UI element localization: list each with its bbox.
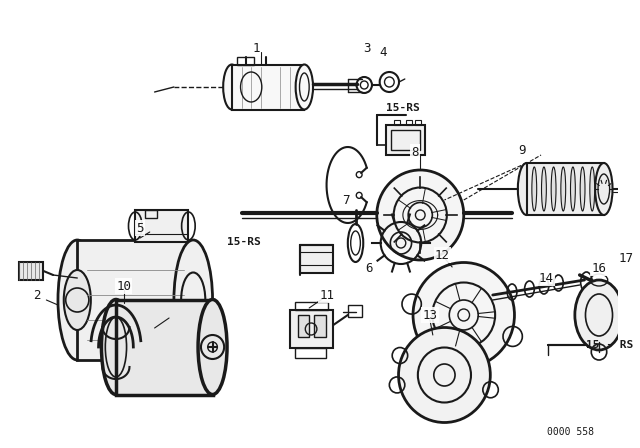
Text: 2: 2: [33, 289, 40, 302]
Ellipse shape: [174, 240, 212, 360]
Bar: [237, 57, 254, 65]
Bar: [77, 240, 193, 360]
Text: 15-RS: 15-RS: [227, 237, 260, 247]
Bar: [116, 355, 169, 373]
Text: 3: 3: [364, 42, 371, 55]
Bar: [391, 130, 420, 150]
Ellipse shape: [561, 167, 566, 211]
Ellipse shape: [296, 65, 313, 109]
Bar: [314, 315, 326, 337]
Text: 14: 14: [538, 271, 554, 284]
Ellipse shape: [518, 163, 535, 215]
Text: 8: 8: [412, 146, 419, 159]
Bar: [527, 163, 604, 215]
Ellipse shape: [590, 167, 595, 211]
Text: 13: 13: [422, 309, 437, 322]
Bar: [406, 120, 412, 125]
Bar: [145, 210, 157, 218]
Text: 5: 5: [136, 221, 144, 234]
Bar: [135, 210, 188, 242]
Text: 15 - RS: 15 - RS: [586, 340, 634, 350]
Text: 12: 12: [435, 249, 450, 262]
Ellipse shape: [580, 167, 585, 211]
Ellipse shape: [595, 163, 612, 215]
Text: 6: 6: [365, 262, 373, 275]
Ellipse shape: [551, 167, 556, 211]
Bar: [19, 262, 44, 280]
Text: 9: 9: [518, 143, 525, 156]
Ellipse shape: [575, 280, 623, 350]
Text: 0000 558: 0000 558: [547, 427, 593, 437]
Ellipse shape: [541, 167, 547, 211]
Text: 16: 16: [591, 262, 607, 275]
Text: 17: 17: [618, 251, 634, 264]
Ellipse shape: [102, 300, 131, 395]
Ellipse shape: [223, 65, 241, 109]
Text: 15-RS: 15-RS: [387, 103, 420, 113]
Ellipse shape: [64, 270, 91, 330]
Bar: [348, 305, 362, 317]
Bar: [298, 315, 309, 337]
Text: 10: 10: [116, 280, 131, 293]
Text: 1: 1: [252, 42, 260, 55]
Ellipse shape: [198, 300, 227, 395]
Text: 7: 7: [342, 194, 349, 207]
Bar: [232, 65, 305, 110]
Text: 11: 11: [319, 289, 334, 302]
Bar: [300, 245, 333, 273]
Ellipse shape: [377, 170, 464, 260]
Bar: [116, 300, 212, 395]
Ellipse shape: [413, 263, 515, 367]
Text: 4: 4: [380, 46, 387, 59]
Ellipse shape: [399, 327, 490, 422]
Bar: [294, 348, 326, 358]
Bar: [394, 120, 400, 125]
Ellipse shape: [570, 167, 575, 211]
Bar: [387, 125, 425, 155]
Bar: [290, 310, 333, 348]
Bar: [415, 120, 421, 125]
Bar: [294, 302, 328, 310]
Ellipse shape: [532, 167, 537, 211]
Ellipse shape: [58, 240, 97, 360]
